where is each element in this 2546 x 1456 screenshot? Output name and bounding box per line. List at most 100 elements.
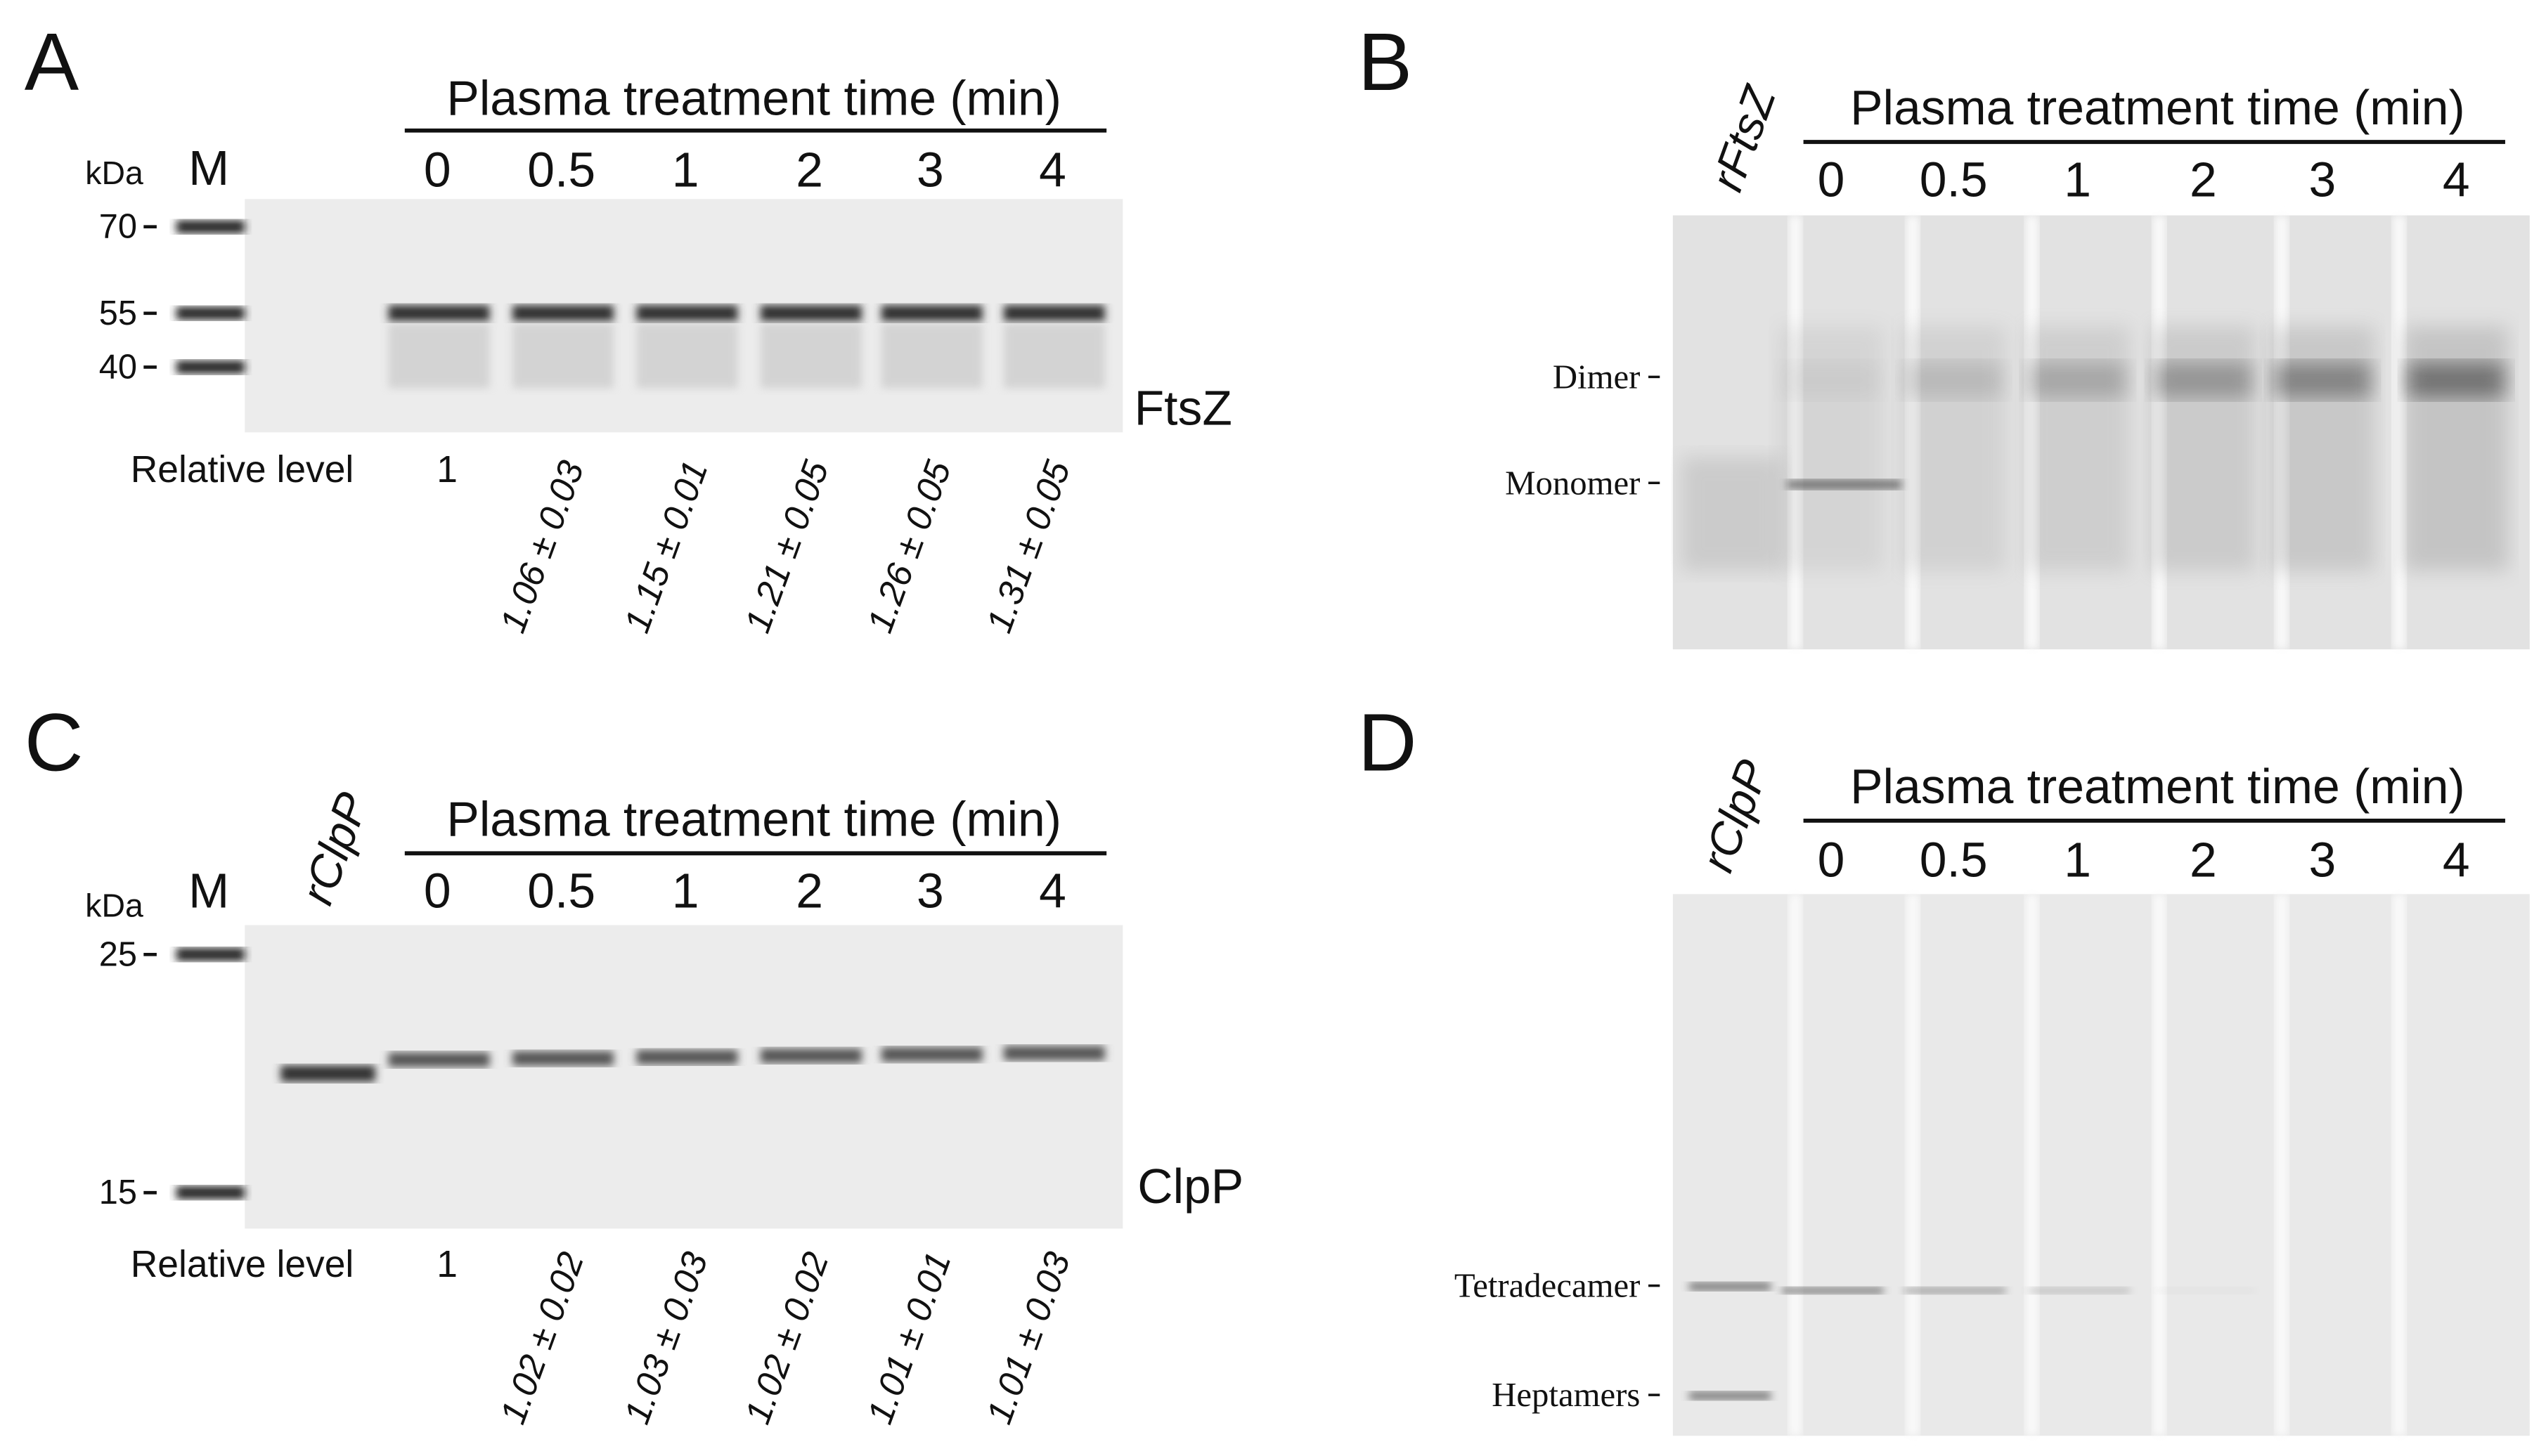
relative-level: 1: [437, 1244, 458, 1285]
band-smear: [388, 323, 490, 389]
unit: kDa: [85, 155, 143, 191]
relative-level: 1.15 ± 0.01: [616, 455, 716, 637]
marker-band: [176, 306, 245, 320]
band: [388, 1052, 490, 1067]
band: [760, 305, 862, 322]
relative-level: 1.31 ± 0.05: [978, 455, 1078, 638]
relative-level: 1.01 ± 0.01: [860, 1247, 959, 1429]
relative-level: 1.26 ± 0.05: [860, 455, 959, 638]
sample-lane-label: rFtsZ: [1700, 78, 1785, 197]
band: [636, 305, 738, 322]
lane-label: 1: [2064, 833, 2091, 888]
relative-level: 1.02 ± 0.02: [737, 1247, 836, 1429]
lane-label: 4: [2443, 833, 2470, 888]
monomer-band: [1787, 479, 1901, 490]
header: Plasma treatment time (min): [1850, 759, 2465, 814]
lane-label: 4: [1039, 142, 1066, 197]
lane-label: 2: [2190, 833, 2217, 888]
band: [881, 305, 983, 322]
lane-label: 3: [917, 864, 944, 918]
header: Plasma treatment time (min): [446, 792, 1061, 847]
lane-gap: [2392, 894, 2406, 1436]
band: [636, 1049, 738, 1065]
dimer-band: [2154, 362, 2253, 398]
marker-label: 55: [99, 294, 137, 332]
marker-label: 40: [99, 348, 137, 386]
band: [388, 305, 490, 322]
band-label: Tetradecamer: [1454, 1267, 1641, 1305]
lane-label: 0: [424, 142, 451, 197]
relative-level: 1: [437, 449, 458, 490]
lane-label: 3: [917, 142, 944, 197]
lane-label: 0.5: [1920, 833, 1988, 888]
lane-gap: [2275, 894, 2289, 1436]
relative-level: 1.21 ± 0.05: [737, 455, 836, 638]
marker-band: [176, 947, 245, 961]
blot: [245, 925, 1123, 1229]
dimer-band: [1904, 362, 2003, 398]
panel: C Plasma treatment time (min) 0 0.5 1 2 3 4 rClp…: [25, 696, 1243, 1429]
lane-gap: [2152, 894, 2166, 1436]
lane-label: 0: [1818, 152, 1845, 207]
panel: B Plasma treatment time (min)0 0.5 1 2 3 4 rFts…: [1358, 16, 2530, 650]
panel-label: A: [25, 16, 79, 108]
band: [760, 1048, 862, 1063]
lane-label: 4: [2443, 152, 2470, 207]
lane-label: 1: [672, 864, 699, 918]
band: [1689, 1282, 1771, 1291]
marker-lane: M: [188, 141, 229, 195]
lane-label: 0: [424, 864, 451, 918]
relative-level: 1.02 ± 0.02: [492, 1247, 591, 1429]
panel: D Plasma treatment time (min)0 0.5 1 2 3 4 rClp…: [1358, 696, 2530, 1436]
protein-label: ClpP: [1137, 1159, 1243, 1214]
lane-label: 2: [2190, 152, 2217, 207]
panel: A Plasma treatment time (min) 0 0.5 1 2 3 4 kDa M…: [25, 16, 1232, 637]
band: [1003, 305, 1105, 322]
marker-band: [176, 220, 245, 234]
band: [512, 1051, 614, 1066]
lane-label: 3: [2309, 152, 2337, 207]
protein-label: FtsZ: [1135, 380, 1232, 435]
marker-band: [176, 360, 245, 374]
header: Plasma treatment time (min): [446, 70, 1061, 125]
blot: [1672, 894, 2530, 1436]
lane-label: 0.5: [1920, 152, 1988, 207]
band: [881, 1047, 983, 1062]
lane-label: 2: [796, 864, 823, 918]
band: [1904, 1287, 2006, 1294]
band: [1782, 1287, 1884, 1294]
relative-label: Relative level: [131, 1244, 354, 1285]
relative-level: 1.03 ± 0.03: [616, 1247, 716, 1429]
lane-label: 3: [2309, 833, 2337, 888]
sample-lane-label: rClpP: [1691, 753, 1778, 878]
marker-band: [176, 1185, 245, 1200]
lane-label: 0.5: [527, 142, 595, 197]
band: [512, 305, 614, 322]
band-smear: [760, 323, 862, 389]
dimer-band: [2407, 362, 2505, 398]
band-label: Dimer: [1553, 358, 1641, 396]
band-smear: [512, 323, 614, 389]
lane-label: 0: [1818, 833, 1845, 888]
band-label: Heptamers: [1492, 1376, 1640, 1414]
band-smear: [636, 323, 738, 389]
band: [280, 1065, 376, 1082]
relative-level: 1.01 ± 0.03: [978, 1247, 1078, 1429]
marker-label: 15: [99, 1174, 137, 1211]
lane-label: 0.5: [527, 864, 595, 918]
lane-gap: [2025, 894, 2038, 1436]
panel-label: D: [1358, 696, 1417, 788]
sample-lane-label: rClpP: [291, 786, 378, 911]
lane-gap: [1788, 894, 1802, 1436]
marker-label: 70: [99, 208, 137, 246]
marker-label: 25: [99, 935, 137, 973]
lane-label: 4: [1039, 864, 1066, 918]
band: [1689, 1391, 1771, 1400]
lane-gap: [1906, 894, 1920, 1436]
marker-lane: M: [188, 864, 229, 918]
header: Plasma treatment time (min): [1850, 80, 2465, 135]
panel-label: B: [1358, 16, 1412, 108]
band: [2028, 1287, 2130, 1294]
